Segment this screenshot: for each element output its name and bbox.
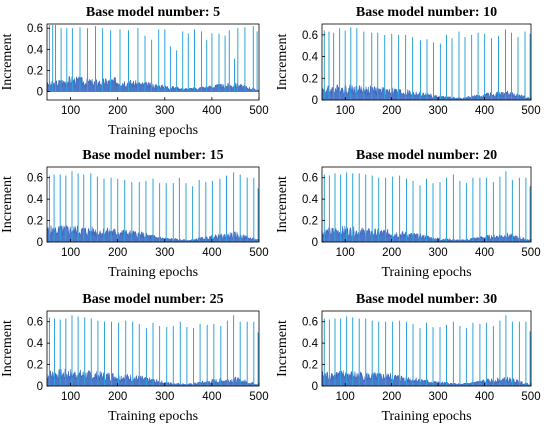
axes-frame: [321, 23, 532, 101]
panel-title: Base model number: 30: [356, 292, 497, 307]
chart-panel: 100 200 300 400 500 0 0.2 0.4 0.6 Base model numb…: [0, 292, 269, 424]
x-tick-label: 100: [336, 391, 355, 403]
x-tick-label: 200: [382, 105, 401, 117]
y-tick-label: 0.2: [27, 360, 43, 372]
x-tick-label: 300: [155, 247, 174, 259]
y-tick-label: 0: [312, 95, 318, 107]
y-tick-label: 0.2: [27, 65, 43, 77]
panel-title: Base model number: 25: [82, 292, 223, 307]
y-tick-label: 0.2: [302, 360, 318, 372]
y-axis-label: Increment: [275, 176, 290, 233]
panel-title: Base model number: 20: [356, 148, 497, 163]
panel-title: Base model number: 15: [82, 148, 223, 163]
x-tick-label: 400: [202, 391, 221, 403]
x-axis-label: Training epochs: [381, 265, 471, 280]
x-tick-label: 200: [108, 391, 127, 403]
x-tick-label: 100: [336, 105, 355, 117]
y-axis-label: Increment: [275, 320, 290, 377]
x-tick-label: 300: [155, 391, 174, 403]
x-tick-label: 500: [249, 105, 268, 117]
x-tick-label: 400: [475, 105, 494, 117]
chart-panel: 100 200 300 400 500 0 0.2 0.4 0.6 Base model numb…: [275, 148, 541, 280]
x-tick-label: 300: [429, 247, 448, 259]
x-tick-label: 500: [249, 391, 268, 403]
y-tick-label: 0.6: [302, 30, 318, 42]
x-tick-label: 500: [521, 247, 540, 259]
x-tick-label: 500: [521, 391, 540, 403]
axes-frame: [46, 23, 260, 101]
y-tick-label: 0: [312, 237, 318, 249]
axes-frame: [46, 166, 260, 243]
x-tick-label: 100: [61, 391, 80, 403]
x-axis-label: Training epochs: [108, 265, 198, 280]
chart-panel: 100 200 300 400 500 0 0.2 0.4 0.6 Base model numb…: [0, 148, 269, 280]
axes-frame: [321, 310, 532, 387]
x-tick-label: 200: [382, 247, 401, 259]
y-tick-label: 0.6: [302, 317, 318, 329]
y-tick-label: 0: [312, 381, 318, 393]
panel-title: Base model number: 10: [356, 5, 497, 20]
x-tick-label: 200: [382, 391, 401, 403]
x-tick-label: 300: [155, 105, 174, 117]
y-tick-label: 0.4: [302, 194, 319, 206]
chart-panel: 100 200 300 400 500 0 0.2 0.4 0.6 Base model numb…: [0, 5, 269, 138]
y-tick-label: 0: [37, 381, 43, 393]
y-tick-label: 0.4: [302, 52, 319, 64]
x-tick-label: 400: [202, 247, 221, 259]
x-tick-label: 400: [202, 105, 221, 117]
y-tick-label: 0.2: [27, 216, 43, 228]
x-axis-label: Training epochs: [381, 409, 471, 424]
y-tick-label: 0.4: [27, 194, 44, 206]
x-tick-label: 500: [249, 247, 268, 259]
y-tick-label: 0.2: [302, 73, 318, 85]
y-tick-label: 0: [37, 237, 43, 249]
chart-panel: 100 200 300 400 500 0 0.2 0.4 0.6 Base model numb…: [275, 5, 541, 117]
x-tick-label: 100: [61, 105, 80, 117]
x-tick-label: 300: [429, 105, 448, 117]
y-axis-label: Increment: [275, 34, 290, 91]
x-tick-label: 200: [108, 105, 127, 117]
y-tick-label: 0.4: [27, 44, 44, 56]
axes-frame: [46, 310, 260, 387]
x-axis-label: Training epochs: [108, 123, 198, 138]
y-tick-label: 0.6: [27, 23, 43, 35]
y-axis-label: Increment: [0, 320, 15, 377]
x-tick-label: 100: [336, 247, 355, 259]
y-axis-label: Increment: [0, 176, 15, 233]
y-tick-label: 0.6: [302, 173, 318, 185]
chart-panel: 100 200 300 400 500 0 0.2 0.4 0.6 Base model numb…: [275, 292, 541, 424]
x-tick-label: 400: [475, 391, 494, 403]
y-tick-label: 0.6: [27, 317, 43, 329]
y-axis-label: Increment: [0, 34, 15, 91]
y-tick-label: 0: [37, 87, 43, 99]
x-tick-label: 200: [108, 247, 127, 259]
axes-frame: [321, 166, 532, 243]
y-tick-label: 0.4: [27, 338, 44, 350]
x-axis-label: Training epochs: [108, 409, 198, 424]
x-tick-label: 100: [61, 247, 80, 259]
x-tick-label: 400: [475, 247, 494, 259]
dense-area: [46, 76, 260, 92]
y-tick-label: 0.6: [27, 173, 43, 185]
y-tick-label: 0.4: [302, 338, 319, 350]
x-tick-label: 300: [429, 391, 448, 403]
panel-title: Base model number: 5: [86, 5, 220, 20]
y-tick-label: 0.2: [302, 216, 318, 228]
x-tick-label: 500: [521, 105, 540, 117]
